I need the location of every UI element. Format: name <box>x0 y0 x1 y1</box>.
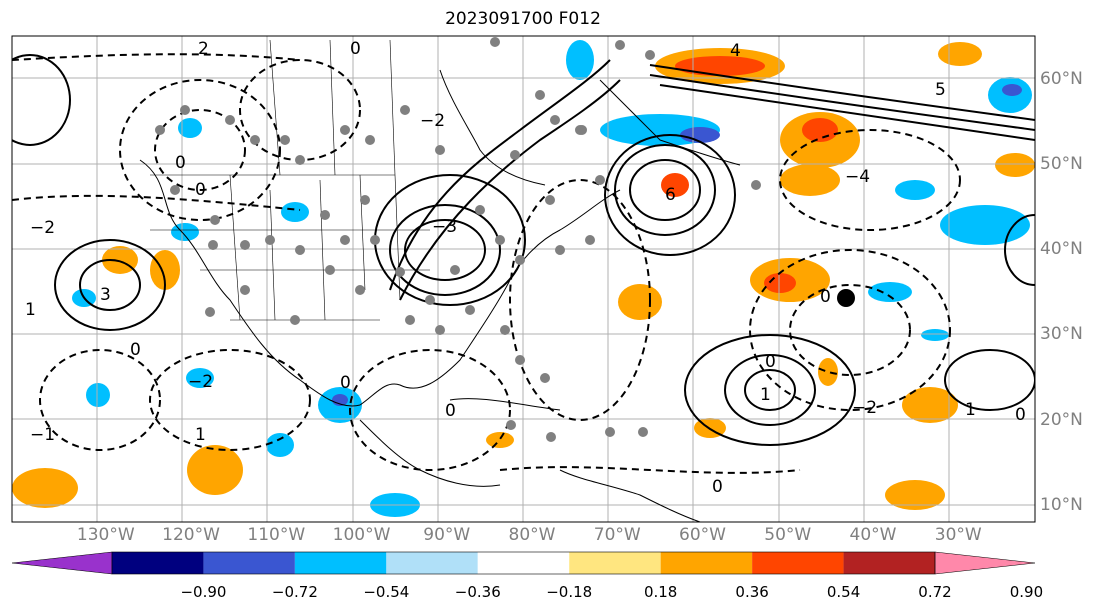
contour-label: 4 <box>730 41 741 61</box>
contour-label: 0 <box>340 373 351 393</box>
colorbar-segment <box>477 552 570 574</box>
colorbar-tick-label: −0.36 <box>454 583 501 601</box>
lon-tick-label: 100°W <box>332 525 391 545</box>
contour-label: 1 <box>965 400 976 420</box>
lat-tick-label: 30°N <box>1040 324 1083 345</box>
colorbar-extend-low <box>11 551 113 575</box>
colorbar-segment <box>386 552 478 574</box>
contour-label: −3 <box>432 217 457 237</box>
colorbar-tick-label: −0.18 <box>546 583 593 601</box>
colorbar-tick-label: 0.54 <box>826 583 861 601</box>
lat-tick-label: 40°N <box>1040 239 1083 260</box>
political-borders <box>150 39 430 321</box>
contour-label: 0 <box>130 340 141 360</box>
lon-tick-label: 130°W <box>76 525 135 545</box>
contour-label: −1 <box>30 425 55 445</box>
colorbar-tick-label: −0.90 <box>180 583 227 601</box>
contour-label: −2 <box>188 372 213 392</box>
storm-center-marker <box>837 289 855 307</box>
map-frame <box>11 35 1036 523</box>
contour-label: 0 <box>195 180 206 200</box>
lon-tick-label: 50°W <box>764 525 812 545</box>
colorbar-tick-label: −0.72 <box>271 583 318 601</box>
contour-label: 1 <box>760 385 771 405</box>
contour-label: 0 <box>175 153 186 173</box>
colorbar-tick-label: 0.36 <box>735 583 769 601</box>
colorbar-extend-high <box>934 551 1036 575</box>
colorbar-segment <box>203 552 295 574</box>
contour-label: 0 <box>820 287 831 307</box>
contour-label: 5 <box>935 80 946 100</box>
lon-tick-label: 120°W <box>162 525 220 545</box>
lon-tick-label: 30°W <box>934 525 982 545</box>
map-title: 2023091700 F012 <box>445 9 601 29</box>
lat-tick-label: 60°N <box>1040 68 1083 89</box>
colorbar-frame <box>111 551 936 575</box>
colorbar-tick-label: −0.54 <box>363 583 410 601</box>
contour-label: 0 <box>712 477 723 497</box>
map-panel: 2 0 4 5 −2 0 0 −4 −2 −3 6 3 1 0 −2 0 0 1… <box>11 35 1036 523</box>
colorbar-tick-label: 0.90 <box>1009 583 1044 601</box>
colorbar-segment <box>294 552 387 574</box>
lon-tick-label: 110°W <box>247 525 306 545</box>
contour-label: 0 <box>765 352 776 372</box>
contour-label: 0 <box>1015 405 1026 425</box>
colorbar <box>11 551 1036 575</box>
colorbar-segment <box>660 552 753 574</box>
lat-tick-label: 20°N <box>1040 409 1083 430</box>
contour-label: −2 <box>420 111 445 131</box>
contour-label: −4 <box>845 167 870 187</box>
contour-label: 0 <box>445 401 456 421</box>
station-markers <box>155 37 761 442</box>
contour-label: 1 <box>195 425 206 445</box>
lon-tick-label: 70°W <box>593 525 641 545</box>
contour-label: −2 <box>30 218 55 238</box>
contour-label: 6 <box>665 185 676 205</box>
contour-label: 0 <box>350 39 361 59</box>
lon-tick-label: 40°W <box>849 525 897 545</box>
colorbar-tick-label: 0.18 <box>643 583 678 601</box>
colorbar-tick-label: 0.72 <box>918 583 952 601</box>
colorbar-segment <box>843 552 935 574</box>
lon-tick-label: 60°W <box>679 525 726 545</box>
colorbar-segment <box>752 552 844 574</box>
contour-value-labels: 2 0 4 5 −2 0 0 −4 −2 −3 6 3 1 0 −2 0 0 1… <box>25 39 1026 497</box>
contour-label: 2 <box>198 39 209 59</box>
contour-label: −2 <box>852 398 877 418</box>
colorbar-segment <box>569 552 661 574</box>
lon-tick-label: 80°W <box>508 525 556 545</box>
lat-tick-label: 10°N <box>1040 494 1083 515</box>
lat-tick-label: 50°N <box>1040 153 1083 174</box>
contour-label: 3 <box>100 285 111 305</box>
lon-tick-label: 90°W <box>423 525 471 545</box>
contour-label: 1 <box>25 300 36 320</box>
solid-contours <box>12 54 1035 446</box>
colorbar-segment <box>112 552 204 574</box>
